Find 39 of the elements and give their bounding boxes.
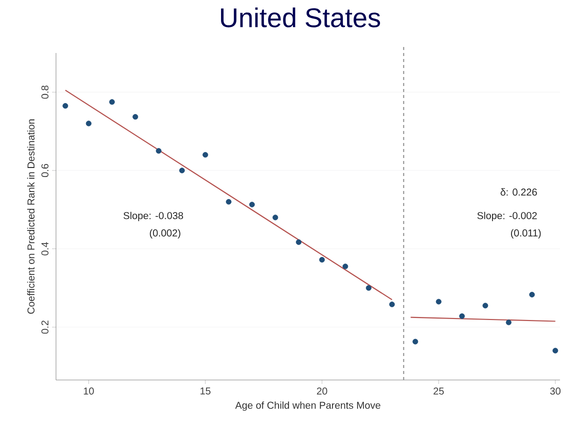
point <box>132 114 138 120</box>
x-tick-label: 10 <box>84 388 94 395</box>
point <box>249 202 255 208</box>
point <box>552 348 558 354</box>
point <box>272 214 278 220</box>
chart-title: United States <box>221 8 380 28</box>
x-tick-label: 20 <box>316 388 328 395</box>
annotation: (0.011) <box>511 229 541 238</box>
point <box>62 103 68 109</box>
x-axis-title: Age of Child when Parents Move <box>235 401 380 411</box>
y-tick-label: 0.8 <box>41 86 48 99</box>
y-tick-label: 0.6 <box>41 164 48 178</box>
x-tick-label: 30 <box>550 388 560 395</box>
annotation: δ: 0.226 <box>500 188 537 196</box>
point <box>156 148 162 154</box>
x-tick-label: 25 <box>434 388 444 395</box>
point <box>226 199 232 205</box>
y-axis-title: Coefficient on Predicted Rank in Destination <box>27 119 35 314</box>
point <box>506 320 512 326</box>
point <box>482 302 488 308</box>
annotation: (0.002) <box>150 229 180 238</box>
point <box>179 168 185 174</box>
y-tick-label: 0.2 <box>41 320 48 334</box>
point <box>366 285 372 291</box>
point <box>459 313 465 319</box>
point <box>86 120 92 126</box>
annotation: Slope: -0.002 <box>477 212 537 222</box>
point <box>436 298 442 304</box>
annotation: Slope: -0.038 <box>124 212 184 222</box>
x-tick-label: 15 <box>200 388 210 394</box>
y-tick-label: 0.4 <box>41 242 48 256</box>
point <box>529 292 535 298</box>
point <box>109 99 115 105</box>
point <box>202 152 208 158</box>
point <box>296 239 302 245</box>
point <box>389 302 395 308</box>
point <box>342 264 348 270</box>
point <box>319 256 325 263</box>
point <box>412 338 418 344</box>
